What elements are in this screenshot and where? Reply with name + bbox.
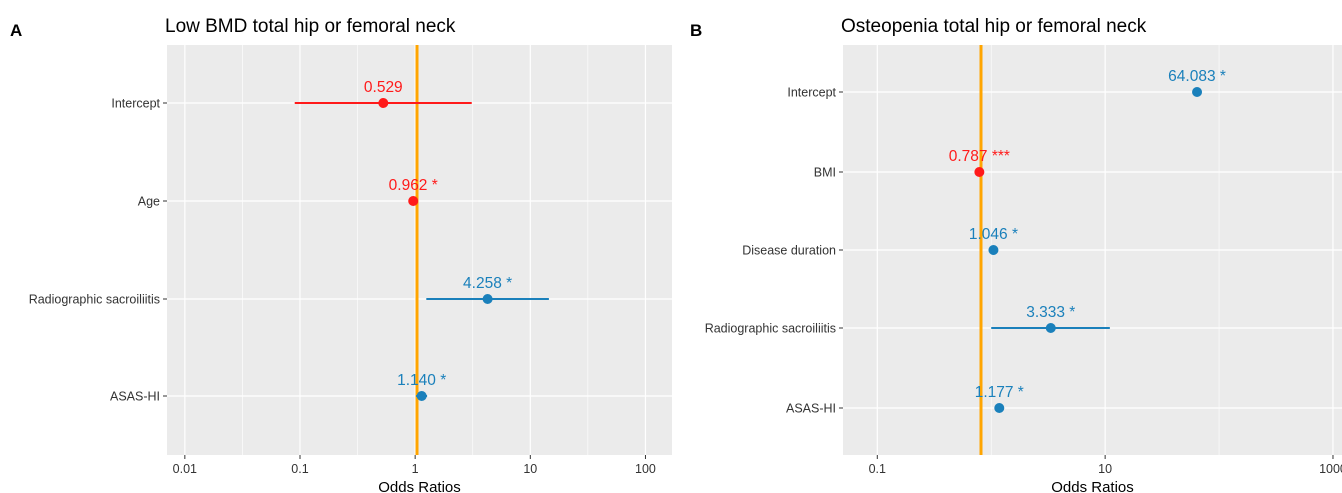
chart-title: Osteopenia total hip or femoral neck — [841, 16, 1147, 37]
x-tick-label: 10 — [523, 462, 537, 476]
data-label: 64.083 * — [1168, 68, 1226, 85]
x-axis-title: Odds Ratios — [1051, 479, 1134, 493]
panel-letter: A — [10, 21, 22, 40]
y-tick-label: Radiographic sacroiliitis — [29, 293, 160, 307]
panel-b: Intercept BMI Disease duration Radiographic… — [690, 16, 1342, 493]
estimate-point — [408, 196, 419, 206]
y-tick-label: Disease duration — [742, 244, 836, 258]
estimate-point — [988, 245, 999, 255]
estimate-point — [994, 403, 1005, 413]
data-label: 1.046 * — [969, 226, 1018, 243]
x-tick-label: 100 — [635, 462, 656, 476]
data-label: 0.787 *** — [949, 148, 1010, 165]
panel-a: Intercept Age Radiographic sacroiliitis ASA… — [10, 16, 672, 493]
estimate-point — [1192, 87, 1203, 97]
estimate-point — [482, 294, 493, 304]
estimate-point — [378, 98, 389, 108]
x-tick-label: 0.01 — [173, 462, 197, 476]
y-tick-label: ASAS-HI — [786, 402, 836, 416]
x-tick-label: 10 — [1098, 462, 1112, 476]
y-tick-label: Radiographic sacroiliitis — [705, 322, 836, 336]
y-tick-label: ASAS-HI — [110, 390, 160, 404]
data-label: 1.177 * — [975, 384, 1024, 401]
y-tick-label: Intercept — [787, 86, 836, 100]
data-label: 0.962 * — [389, 177, 438, 194]
data-label: 4.258 * — [463, 275, 512, 292]
data-label: 0.529 — [364, 79, 403, 96]
estimate-point — [416, 391, 427, 401]
estimate-point — [1045, 323, 1056, 333]
panel-letter: B — [690, 21, 702, 40]
x-tick-label: 0.1 — [291, 462, 308, 476]
x-tick-label: 0.1 — [869, 462, 886, 476]
estimate-point — [974, 167, 985, 177]
y-tick-label: Age — [138, 195, 160, 209]
chart-title: Low BMD total hip or femoral neck — [165, 16, 456, 37]
data-label: 1.140 * — [397, 372, 446, 389]
data-label: 3.333 * — [1026, 304, 1075, 321]
y-tick-label: BMI — [814, 166, 836, 180]
x-axis-title: Odds Ratios — [378, 479, 461, 493]
x-tick-label: 1 — [412, 462, 419, 476]
y-tick-label: Intercept — [111, 97, 160, 111]
